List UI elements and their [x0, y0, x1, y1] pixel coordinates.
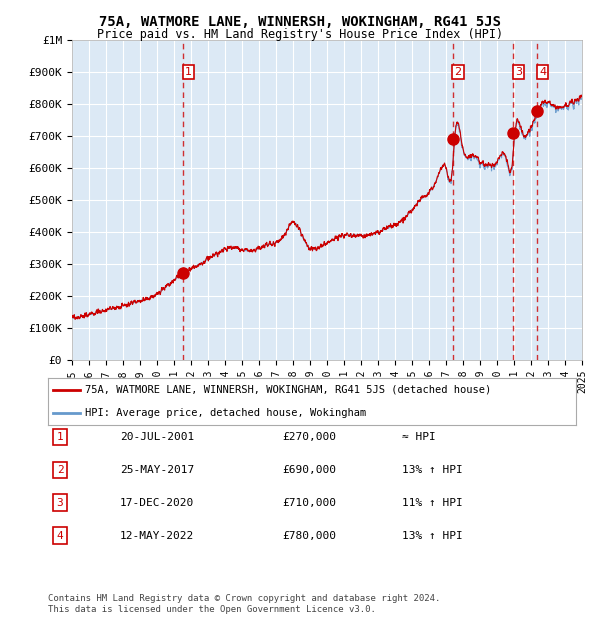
Text: £690,000: £690,000 — [282, 465, 336, 475]
Text: 13% ↑ HPI: 13% ↑ HPI — [402, 531, 463, 541]
Text: 11% ↑ HPI: 11% ↑ HPI — [402, 498, 463, 508]
Text: 2: 2 — [56, 465, 64, 475]
Text: HPI: Average price, detached house, Wokingham: HPI: Average price, detached house, Woki… — [85, 408, 366, 418]
Text: 17-DEC-2020: 17-DEC-2020 — [120, 498, 194, 508]
Text: 3: 3 — [515, 67, 522, 78]
Text: 1: 1 — [185, 67, 192, 78]
Text: ≈ HPI: ≈ HPI — [402, 432, 436, 442]
Text: 4: 4 — [539, 67, 546, 78]
Text: Price paid vs. HM Land Registry's House Price Index (HPI): Price paid vs. HM Land Registry's House … — [97, 28, 503, 41]
Text: 2: 2 — [454, 67, 461, 78]
Text: 4: 4 — [56, 531, 64, 541]
Text: 1: 1 — [56, 432, 64, 442]
Text: £270,000: £270,000 — [282, 432, 336, 442]
Text: 20-JUL-2001: 20-JUL-2001 — [120, 432, 194, 442]
Text: 25-MAY-2017: 25-MAY-2017 — [120, 465, 194, 475]
Text: £710,000: £710,000 — [282, 498, 336, 508]
Text: £780,000: £780,000 — [282, 531, 336, 541]
Text: 13% ↑ HPI: 13% ↑ HPI — [402, 465, 463, 475]
Text: Contains HM Land Registry data © Crown copyright and database right 2024.
This d: Contains HM Land Registry data © Crown c… — [48, 595, 440, 614]
Text: 12-MAY-2022: 12-MAY-2022 — [120, 531, 194, 541]
Text: 75A, WATMORE LANE, WINNERSH, WOKINGHAM, RG41 5JS (detached house): 75A, WATMORE LANE, WINNERSH, WOKINGHAM, … — [85, 385, 491, 395]
Text: 75A, WATMORE LANE, WINNERSH, WOKINGHAM, RG41 5JS: 75A, WATMORE LANE, WINNERSH, WOKINGHAM, … — [99, 16, 501, 30]
Text: 3: 3 — [56, 498, 64, 508]
